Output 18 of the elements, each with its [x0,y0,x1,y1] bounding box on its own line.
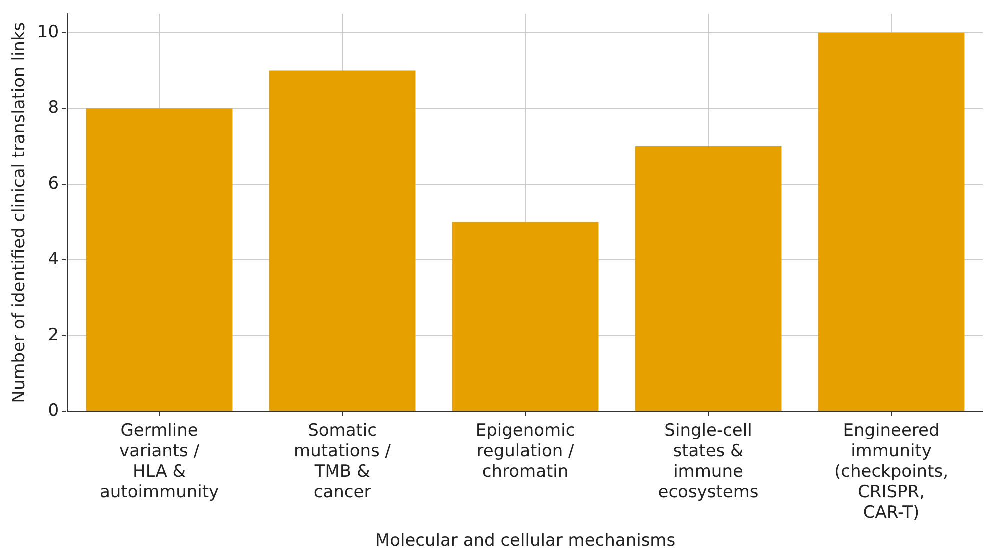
bar [269,70,416,412]
x-tick-label: Single-cell states & immune ecosystems [658,421,759,502]
bar [452,222,599,412]
bar [635,146,782,412]
x-tick-label: Somatic mutations / TMB & cancer [294,421,392,502]
y-tick-label: 10 [37,22,60,42]
y-tick-label: 2 [48,325,60,346]
x-tick-label: Engineered immunity (checkpoints, CRISPR, CAR-T) [834,421,949,523]
x-axis-title: Molecular and cellular mechanisms [375,531,676,552]
y-axis-title: Number of identified clinical translation links [10,22,30,404]
y-tick-label: 4 [48,250,60,270]
x-tick-label: Epigenomic regulation / chromatin [476,421,576,482]
bar [86,108,233,412]
bar [818,32,965,412]
x-tick-label: Germline variants / HLA & autoimmunity [100,421,220,502]
y-tick-label: 0 [48,401,60,422]
y-tick-label: 8 [48,98,60,118]
y-tick-label: 6 [48,174,60,194]
